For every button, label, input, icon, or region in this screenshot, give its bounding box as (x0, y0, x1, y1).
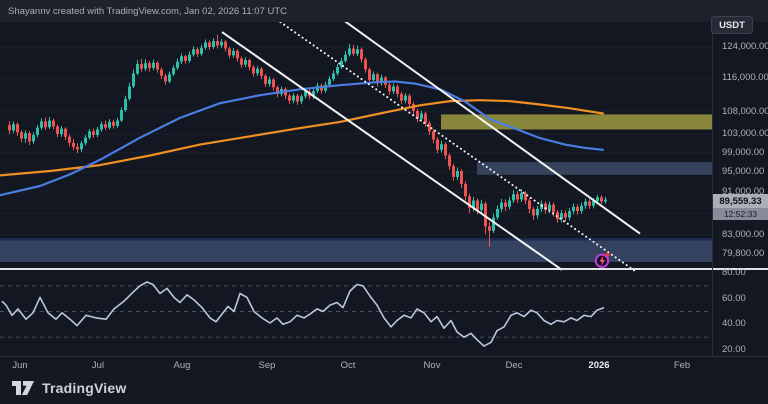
ma-slow-orange-line (0, 99, 605, 177)
resistance-zone-blue (477, 162, 712, 175)
resistance-zone-yellow (441, 114, 712, 130)
price-axis-label: 95,000.00 (722, 166, 765, 177)
price-axis-label: 124,000.00 (722, 41, 768, 52)
rsi-axis-label: 20.00 (722, 344, 746, 355)
chart-header-bar: Shayannv created with TradingView.com, J… (0, 0, 768, 22)
ma-fast-blue-line (0, 80, 605, 197)
channel-line-solid-0[interactable] (221, 31, 563, 271)
time-axis-label-nov: Nov (423, 360, 441, 371)
tradingview-brand-text[interactable]: TradingView (42, 380, 127, 396)
price-pane[interactable] (0, 9, 712, 273)
footer-bar: TradingView (0, 372, 768, 404)
price-axis-label: 91,000.00 (722, 186, 765, 197)
price-axis-label: 108,000.00 (722, 106, 768, 117)
time-axis-label-jul: Jul (91, 360, 105, 371)
time-axis-label-aug: Aug (173, 360, 191, 371)
tradingview-logo-icon[interactable] (12, 380, 35, 396)
time-axis[interactable] (0, 356, 768, 373)
time-axis-label-sep: Sep (258, 360, 276, 371)
rsi-axis-label: 40.00 (722, 318, 746, 329)
support-zone-bottom (0, 238, 712, 263)
time-axis-label-dec: Dec (505, 360, 523, 371)
price-axis-label: 103,000.00 (722, 128, 768, 139)
candlestick-series (8, 35, 607, 247)
price-axis-label: 99,000.00 (722, 147, 765, 158)
channel-line-solid-1[interactable] (335, 14, 641, 235)
time-axis-label-oct: Oct (340, 360, 356, 371)
rsi-axis-label: 60.00 (722, 293, 746, 304)
time-axis-label-2026: 2026 (588, 360, 610, 371)
last-price-value: 89,559.33 (713, 194, 768, 208)
channel-line-dotted[interactable] (262, 9, 637, 273)
credit-text: Shayannv created with TradingView.com, J… (8, 5, 288, 17)
price-axis-label: 83,000.00 (722, 229, 765, 240)
rsi-axis-label: 80.00 (722, 267, 746, 278)
price-axis-label: 79,800.00 (722, 248, 765, 259)
spark-emoji-marker[interactable] (594, 252, 610, 269)
time-axis-label-feb: Feb (673, 360, 691, 371)
rsi-pane[interactable] (0, 281, 712, 347)
bar-countdown: 12:52:33 (713, 208, 768, 220)
price-axis-label: 116,000.00 (722, 72, 768, 83)
last-price-label: 89,559.33 12:52:33 (713, 194, 768, 220)
rsi-line (1, 281, 605, 347)
quote-currency-badge[interactable]: USDT (711, 16, 753, 34)
time-axis-label-jun: Jun (12, 360, 28, 371)
